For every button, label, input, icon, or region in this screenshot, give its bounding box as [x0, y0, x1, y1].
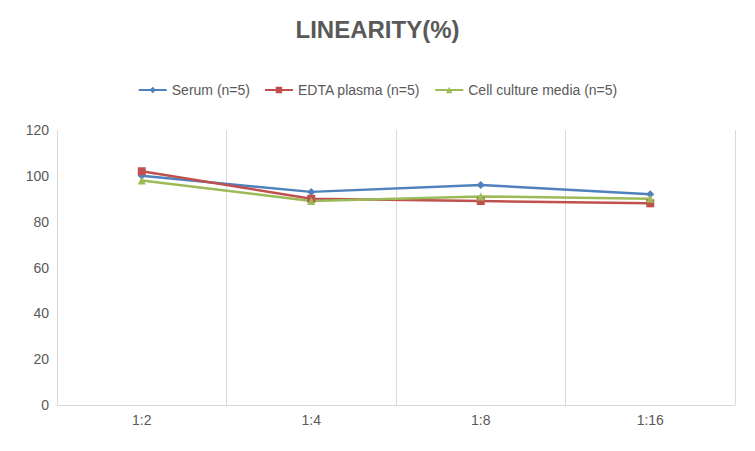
- svg-text:Cell culture media (n=5): Cell culture media (n=5): [468, 82, 617, 98]
- svg-text:60: 60: [33, 260, 49, 276]
- svg-text:40: 40: [33, 305, 49, 321]
- svg-text:1:2: 1:2: [132, 412, 152, 428]
- svg-text:80: 80: [33, 214, 49, 230]
- svg-text:0: 0: [41, 397, 49, 413]
- svg-text:EDTA plasma (n=5): EDTA plasma (n=5): [298, 82, 420, 98]
- svg-text:20: 20: [33, 351, 49, 367]
- svg-text:100: 100: [26, 168, 50, 184]
- svg-text:LINEARITY(%): LINEARITY(%): [296, 16, 460, 43]
- svg-text:Serum (n=5): Serum (n=5): [172, 82, 250, 98]
- svg-text:1:4: 1:4: [302, 412, 322, 428]
- svg-text:120: 120: [26, 122, 50, 138]
- svg-text:1:8: 1:8: [471, 412, 491, 428]
- svg-text:1:16: 1:16: [637, 412, 664, 428]
